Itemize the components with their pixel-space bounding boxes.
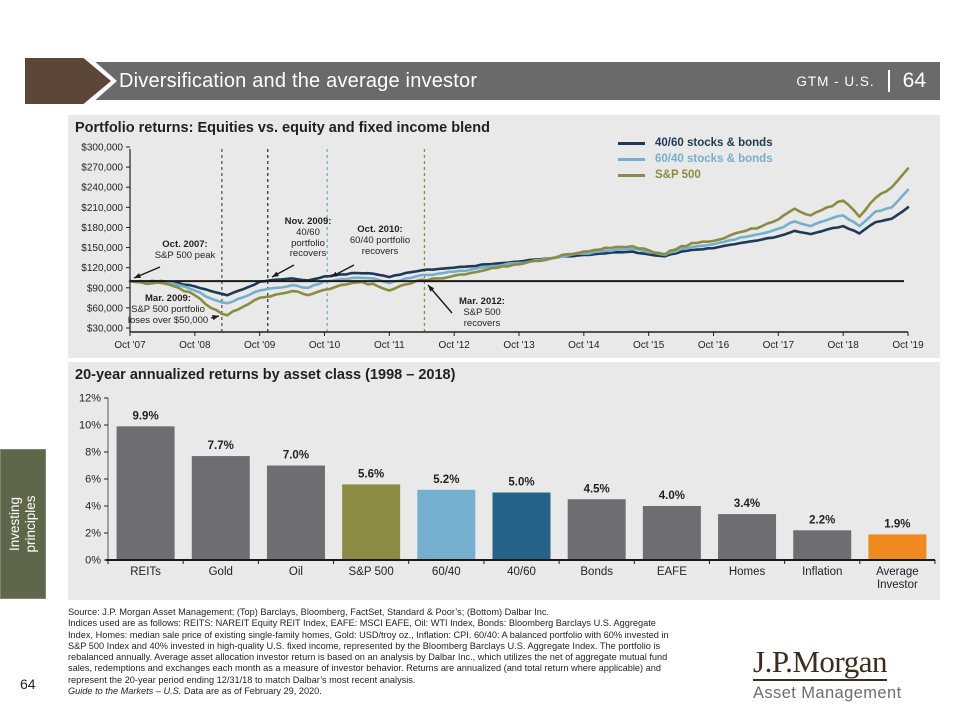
svg-text:6%: 6% — [85, 474, 101, 486]
svg-text:Oct '07: Oct '07 — [114, 340, 146, 351]
section-tab-label: Investing principles — [7, 495, 38, 553]
svg-text:$30,000: $30,000 — [87, 324, 124, 335]
legend-item: 60/40 stocks & bonds — [618, 153, 773, 165]
svg-text:5.0%: 5.0% — [508, 477, 534, 489]
svg-text:$270,000: $270,000 — [81, 163, 123, 174]
legend-label: 40/60 stocks & bonds — [655, 137, 773, 149]
svg-text:EAFE: EAFE — [657, 566, 687, 578]
svg-text:Homes: Homes — [729, 566, 766, 578]
svg-text:9.9%: 9.9% — [132, 410, 158, 422]
legend-swatch — [618, 157, 645, 162]
legend-label: S&P 500 — [655, 169, 701, 181]
line-chart-legend: 40/60 stocks & bonds 60/40 stocks & bonds… — [618, 137, 773, 181]
svg-text:Oct '11: Oct '11 — [374, 340, 405, 351]
svg-text:0%: 0% — [85, 555, 101, 567]
header-divider — [887, 70, 890, 92]
gtm-note-date: Data are as of February 29, 2020. — [181, 686, 322, 696]
svg-text:4.0%: 4.0% — [659, 490, 685, 502]
jpmorgan-wordmark: J.P.Morgan — [753, 644, 887, 681]
svg-text:REITs: REITs — [130, 566, 161, 578]
page-number: 64 — [20, 676, 36, 692]
line-chart: $300,000 $270,000 $240,000 $210,000 $180,000… — [81, 143, 924, 352]
jpmorgan-division: Asset Management — [753, 684, 902, 702]
gtm-note: Guide to the Markets – U.S. Data are as … — [68, 686, 322, 697]
svg-text:2%: 2% — [85, 528, 101, 540]
svg-text:Oct '19: Oct '19 — [892, 340, 924, 351]
svg-text:40/60: 40/60 — [507, 566, 536, 578]
svg-text:60/40: 60/40 — [432, 566, 461, 578]
svg-text:$150,000: $150,000 — [81, 243, 123, 254]
header-bar: Diversification and the average investor… — [95, 62, 940, 100]
svg-text:4%: 4% — [85, 501, 101, 513]
bar-chart-panel: 20-year annualized returns by asset clas… — [68, 362, 940, 600]
svg-text:Oct '13: Oct '13 — [503, 340, 535, 351]
legend-swatch — [618, 141, 645, 146]
svg-text:Average: Average — [876, 566, 919, 578]
bar-chart-title: 20-year annualized returns by asset clas… — [75, 367, 456, 383]
svg-text:8%: 8% — [85, 447, 101, 459]
svg-text:12%: 12% — [79, 393, 101, 405]
svg-text:Oct '16: Oct '16 — [698, 340, 730, 351]
line-chart-title: Portfolio returns: Equities vs. equity a… — [75, 120, 490, 136]
svg-text:$300,000: $300,000 — [81, 143, 123, 154]
svg-text:Investor: Investor — [877, 579, 918, 591]
svg-text:$60,000: $60,000 — [87, 303, 124, 314]
svg-text:1.9%: 1.9% — [884, 518, 910, 530]
section-tab-investing-principles[interactable]: Investing principles — [0, 449, 46, 599]
page-title: Diversification and the average investor — [119, 69, 478, 92]
svg-text:3.4%: 3.4% — [734, 498, 760, 510]
svg-text:Oct '08: Oct '08 — [179, 340, 211, 351]
svg-text:Inflation: Inflation — [802, 566, 842, 578]
svg-text:S&P 500: S&P 500 — [349, 566, 394, 578]
svg-text:10%: 10% — [79, 420, 101, 432]
legend-label: 60/40 stocks & bonds — [655, 153, 773, 165]
legend-item: S&P 500 — [618, 169, 773, 181]
svg-text:5.2%: 5.2% — [433, 474, 459, 486]
svg-text:Bonds: Bonds — [580, 566, 613, 578]
svg-text:$240,000: $240,000 — [81, 183, 123, 194]
svg-text:7.0%: 7.0% — [283, 450, 309, 462]
line-chart-panel: Portfolio returns: Equities vs. equity a… — [68, 115, 940, 358]
jpmorgan-logo: J.P.Morgan Asset Management — [753, 646, 902, 703]
gtm-series-label: GTM - U.S. — [796, 73, 875, 89]
svg-text:4.5%: 4.5% — [584, 483, 610, 495]
svg-text:Oct '18: Oct '18 — [827, 340, 859, 351]
legend-swatch — [618, 173, 645, 178]
bar-chart: 0% 2% 4% 6% 8% 10% 12% 9.9% REITs 7.7% Gold 7.0% Oil… — [79, 393, 936, 591]
svg-text:Oct '15: Oct '15 — [633, 340, 665, 351]
svg-text:2.2%: 2.2% — [809, 514, 835, 526]
svg-text:Oil: Oil — [289, 566, 303, 578]
svg-text:Oct '10: Oct '10 — [309, 340, 341, 351]
svg-text:Oct '17: Oct '17 — [763, 340, 795, 351]
svg-text:$90,000: $90,000 — [87, 283, 124, 294]
svg-text:Oct '14: Oct '14 — [568, 340, 600, 351]
header-page-number: 64 — [902, 69, 926, 92]
svg-text:Oct '12: Oct '12 — [438, 340, 470, 351]
svg-text:Gold: Gold — [209, 566, 233, 578]
svg-text:$210,000: $210,000 — [81, 203, 123, 214]
legend-item: 40/60 stocks & bonds — [618, 137, 773, 149]
svg-text:7.7%: 7.7% — [208, 440, 234, 452]
svg-text:$120,000: $120,000 — [81, 263, 123, 274]
svg-text:Oct '09: Oct '09 — [244, 340, 276, 351]
gtm-note-title: Guide to the Markets – U.S. — [68, 686, 182, 696]
source-note: Source: J.P. Morgan Asset Management; (T… — [68, 607, 669, 685]
svg-text:5.6%: 5.6% — [358, 468, 384, 480]
svg-text:$180,000: $180,000 — [81, 223, 123, 234]
